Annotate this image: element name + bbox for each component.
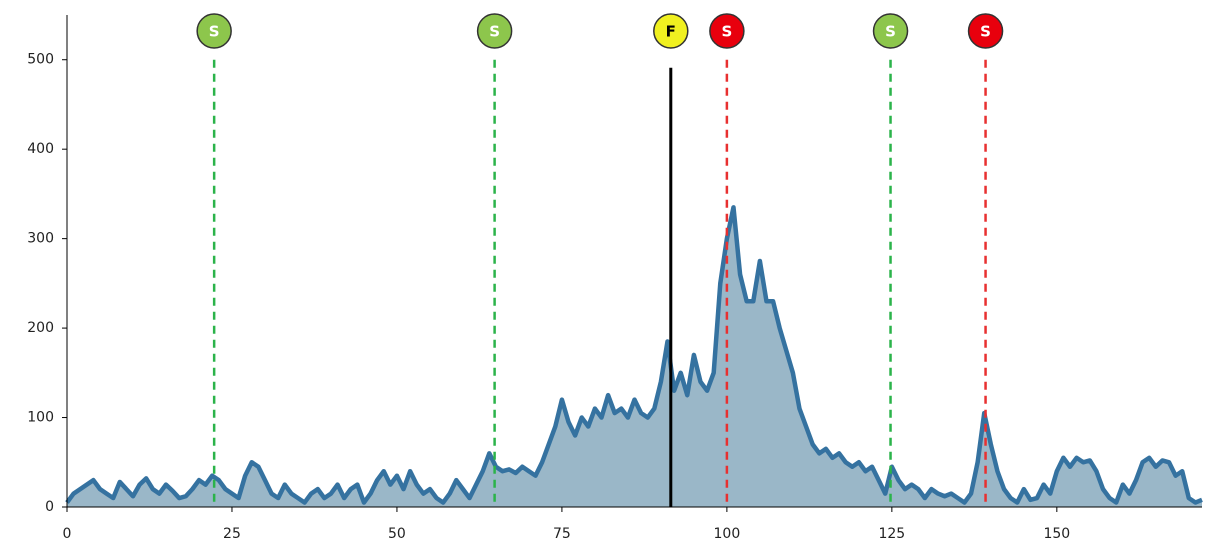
y-tick-label: 200 bbox=[27, 320, 54, 336]
x-tick-label: 125 bbox=[878, 526, 905, 542]
marker-circle bbox=[196, 13, 232, 49]
marker-circle bbox=[709, 13, 745, 49]
y-tick-label: 100 bbox=[27, 410, 54, 426]
y-tick-label: 500 bbox=[27, 52, 54, 68]
x-tick-label: 25 bbox=[223, 526, 241, 542]
marker-label: S bbox=[489, 23, 500, 41]
x-tick-label: 0 bbox=[63, 526, 72, 542]
marker-circle bbox=[653, 13, 689, 49]
marker-circle bbox=[476, 13, 513, 49]
marker-label: S bbox=[721, 23, 732, 41]
x-tick-label: 100 bbox=[714, 526, 741, 542]
y-tick-label: 300 bbox=[27, 231, 54, 247]
marker-circle bbox=[872, 13, 909, 49]
x-tick-label: 75 bbox=[553, 526, 571, 542]
marker-label: S bbox=[980, 23, 991, 41]
y-tick-label: 400 bbox=[27, 141, 54, 157]
marker-label: S bbox=[885, 23, 896, 41]
x-tick-label: 50 bbox=[388, 526, 406, 542]
marker-label: F bbox=[666, 23, 676, 41]
marker-circle bbox=[967, 13, 1004, 49]
area bbox=[67, 207, 1202, 507]
x-tick-label: 150 bbox=[1043, 526, 1070, 542]
marker-label: S bbox=[209, 23, 220, 41]
y-tick-label: 0 bbox=[45, 499, 54, 515]
line bbox=[65, 205, 1203, 505]
